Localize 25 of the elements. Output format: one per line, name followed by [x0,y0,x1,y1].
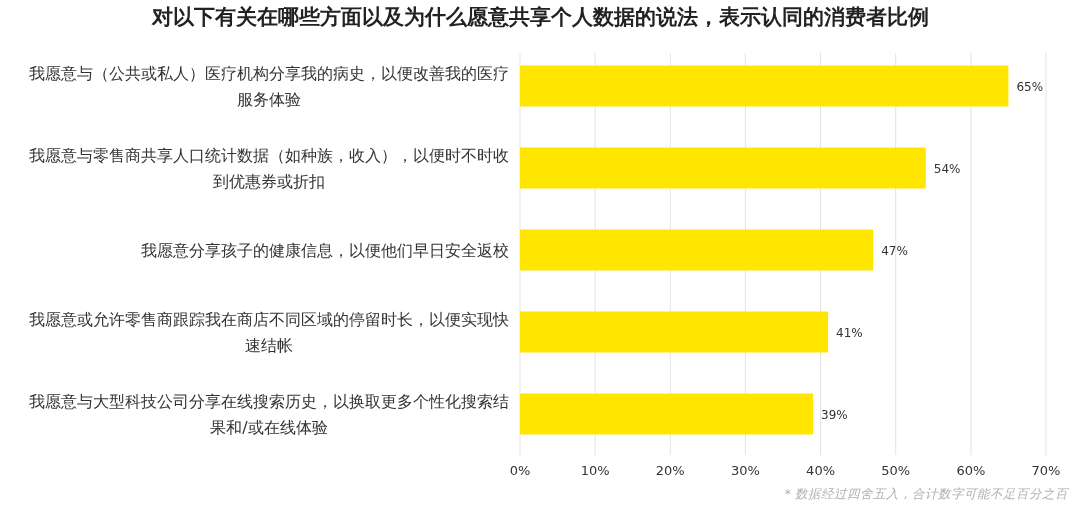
data-label: 65% [1016,79,1044,94]
y-tick-label: 我愿意与大型科技公司分享在线搜索历史，以换取更多个性化搜索结果和/或在线体验 [29,391,509,437]
x-tick-label: 50% [881,463,911,478]
x-tick-label: 10% [580,463,610,478]
x-tick-label: 40% [806,463,836,478]
y-tick-label: 我愿意与零售商共享人口统计数据（如种族，收入），以便时不时收到优惠券或折扣 [29,145,509,191]
data-label: 39% [821,407,848,422]
x-tick-label: 70% [1031,463,1061,478]
x-tick-label: 20% [655,463,685,478]
y-tick-label: 我愿意分享孩子的健康信息，以便他们早日安全返校 [141,240,509,260]
y-tick-label: 我愿意与（公共或私人）医疗机构分享我的病史，以便改善我的医疗服务体验 [29,63,509,109]
x-tick-label: 60% [956,463,986,478]
x-tick-label: 30% [730,463,760,478]
data-label: 54% [933,161,961,176]
y-tick-label: 我愿意或允许零售商跟踪我在商店不同区域的停留时长，以便实现快速结帐 [29,309,509,355]
data-label: 47% [881,243,908,258]
chart-title: 对以下有关在哪些方面以及为什么愿意共享个人数据的说法，表示认同的消费者比例 [150,5,929,29]
bar [520,65,1009,107]
bar [520,393,814,435]
bar [520,229,874,271]
data-label: 41% [836,325,863,340]
bar [520,147,926,189]
text: * 数据经过四舍五入，合计数字可能不足百分之百 [784,486,1070,501]
bar [520,311,829,353]
x-tick-label: 0% [509,463,531,478]
